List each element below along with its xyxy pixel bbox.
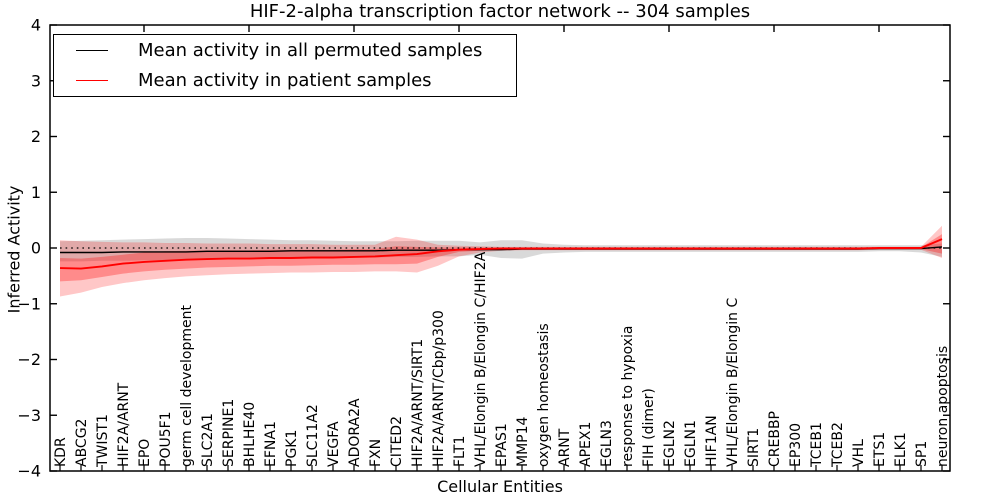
x-tick-label: HIF2A/ARNT <box>116 382 132 467</box>
legend-label-patient: Mean activity in patient samples <box>138 70 432 92</box>
x-tick-label: FXN <box>368 439 384 467</box>
x-tick-label: VHL <box>851 439 867 467</box>
chart-title: HIF-2-alpha transcription factor network… <box>249 1 751 22</box>
x-tick-label: EGLN2 <box>662 420 678 467</box>
band-patient-outer <box>60 225 942 297</box>
legend-line-sample-patient <box>76 80 108 82</box>
x-tick-label: EPO <box>137 439 153 467</box>
legend: Mean activity in all permuted samples Me… <box>53 34 517 97</box>
x-tick-label: EP300 <box>788 423 804 467</box>
legend-label-permuted: Mean activity in all permuted samples <box>138 39 483 61</box>
x-tick-label: SP1 <box>914 441 930 467</box>
x-tick-label: VEGFA <box>326 421 342 467</box>
x-tick-label: KDR <box>53 437 69 467</box>
y-tick-label: −1 <box>17 294 41 313</box>
legend-row-patient: Mean activity in patient samples <box>54 66 516 96</box>
x-tick-label: VHL/Elongin B/Elongin C/HIF2A <box>473 251 489 467</box>
x-tick-label: POU5F1 <box>158 411 174 467</box>
x-tick-label: germ cell development <box>179 304 195 467</box>
x-tick-label: HIF1AN <box>704 415 720 467</box>
y-tick-label: 3 <box>31 71 41 90</box>
x-tick-label: neuron apoptosis <box>935 346 951 467</box>
x-tick-label: response to hypoxia <box>620 326 636 467</box>
x-tick-label: TCEB2 <box>830 422 846 468</box>
series-line-patient-mean <box>59 238 943 270</box>
x-tick-label: CREBBP <box>767 411 783 467</box>
x-tick-label: EFNA1 <box>263 421 279 467</box>
x-axis-title: Cellular Entities <box>437 477 563 496</box>
y-tick-label: 2 <box>31 127 41 146</box>
x-tick-label: oxygen homeostasis <box>536 323 552 467</box>
x-tick-label: ETS1 <box>872 432 888 467</box>
x-tick-label: APEX1 <box>578 422 594 467</box>
x-tick-label: SIRT1 <box>746 428 762 467</box>
x-tick-label: PGK1 <box>284 430 300 467</box>
x-tick-label: ABCG2 <box>74 419 90 467</box>
x-tick-label: TCEB1 <box>809 422 825 468</box>
x-tick-label: EGLN1 <box>683 420 699 467</box>
y-axis-title: Inferred Activity <box>4 185 24 314</box>
y-tick-label: 1 <box>31 183 41 202</box>
x-tick-label: BHLHE40 <box>242 402 258 467</box>
x-tick-label: EPAS1 <box>494 423 510 467</box>
x-tick-label: VHL/Elongin B/Elongin C <box>725 298 741 467</box>
legend-row-permuted: Mean activity in all permuted samples <box>54 35 516 65</box>
y-tick-label: −2 <box>17 350 41 369</box>
x-tick-label: EGLN3 <box>599 420 615 467</box>
x-tick-label: ARNT <box>557 428 573 467</box>
x-tick-label: HIF2A/ARNT/Cbp/p300 <box>431 310 447 467</box>
x-tick-label: MMP14 <box>515 416 531 467</box>
y-tick-label: 0 <box>31 239 41 258</box>
x-tick-label: FIH (dimer) <box>641 388 657 467</box>
x-tick-label: ELK1 <box>893 432 909 467</box>
y-tick-label: −4 <box>17 462 41 481</box>
x-tick-label: SLC2A1 <box>200 413 216 467</box>
x-tick-label: SLC11A2 <box>305 404 321 467</box>
legend-line-sample-permuted <box>76 49 108 51</box>
x-tick-label: SERPINE1 <box>221 399 237 467</box>
x-tick-label: ADORA2A <box>347 398 363 467</box>
x-tick-label: CITED2 <box>389 416 405 467</box>
y-tick-label: −3 <box>17 406 41 425</box>
x-tick-label: FLT1 <box>452 436 468 467</box>
x-tick-label: HIF2A/ARNT/SIRT1 <box>410 339 426 467</box>
y-tick-label: 4 <box>31 16 41 35</box>
x-tick-label: TWIST1 <box>95 414 111 468</box>
